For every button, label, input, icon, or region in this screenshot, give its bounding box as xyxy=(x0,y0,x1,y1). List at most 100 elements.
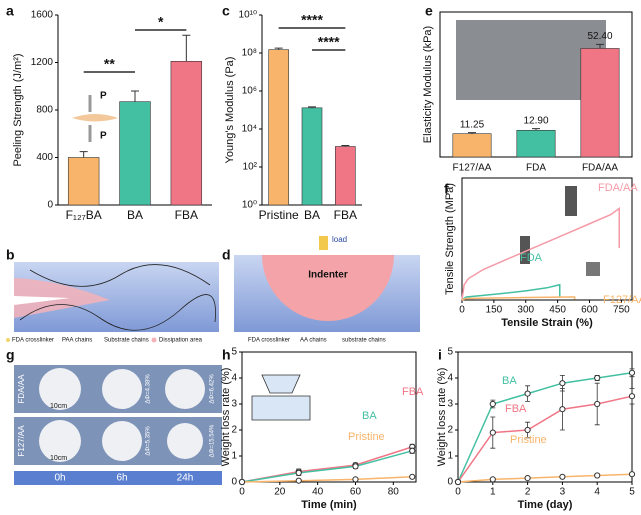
point xyxy=(352,476,359,483)
significance-label: **** xyxy=(301,12,323,28)
x-tick-label: 0 xyxy=(459,305,465,316)
inset-beaker xyxy=(251,374,311,421)
y-tick-label: 2 xyxy=(231,425,237,436)
x-tick-label: F₁₂₇BA xyxy=(66,208,102,222)
point xyxy=(559,473,566,480)
point xyxy=(295,477,302,484)
sample xyxy=(39,420,81,462)
series-line xyxy=(461,296,576,301)
panel-letter: d xyxy=(222,247,231,263)
x-tick-label: 3 xyxy=(560,487,566,498)
y-axis-label: Tensile Strength (MPa) xyxy=(444,183,456,295)
x-tick-label: FDA xyxy=(526,163,546,174)
y-tick-label: 1 xyxy=(447,451,453,462)
x-tick-label: 2 xyxy=(525,487,531,498)
inset-photo xyxy=(586,262,600,276)
change-label: ΔΦ=6.42% xyxy=(210,374,216,404)
point xyxy=(409,473,416,480)
y-tick-label: 10⁰ xyxy=(242,200,257,211)
x-tick-label: FBA xyxy=(175,208,198,222)
time-bar xyxy=(14,471,222,485)
significance-label: * xyxy=(158,14,164,30)
chains xyxy=(19,264,216,331)
point xyxy=(489,476,496,483)
series-line xyxy=(241,450,413,483)
x-tick-label: 5 xyxy=(629,487,635,498)
legend-text: Dissipation area xyxy=(159,338,203,344)
y-tick-label: 10⁶ xyxy=(242,86,257,97)
point xyxy=(628,393,636,400)
error-bar xyxy=(274,47,283,50)
scale-label: 10cm xyxy=(50,403,67,410)
y-tick-label: 10⁴ xyxy=(242,124,257,135)
error-bar xyxy=(341,145,350,147)
y-tick-label: 0 xyxy=(447,477,453,488)
x-axis-label: Time (day) xyxy=(518,499,573,511)
x-tick-label: BA xyxy=(304,208,320,222)
bar xyxy=(119,101,151,206)
point xyxy=(352,463,359,470)
y-tick-label: 4 xyxy=(231,373,237,384)
x-tick-label: 600 xyxy=(581,305,598,316)
y-tick-label: 1600 xyxy=(31,10,54,21)
x-tick-label: Pristine xyxy=(259,208,299,222)
y-tick-label: 10⁸ xyxy=(242,48,257,59)
series-label: Pristine xyxy=(348,431,385,443)
x-tick-label: 750 xyxy=(613,305,630,316)
error-bar xyxy=(596,43,604,49)
y-axis-label: Weight loss rate (%) xyxy=(220,368,232,467)
y-tick-label: 4 xyxy=(447,373,453,384)
sample xyxy=(102,369,142,409)
plot-frame xyxy=(461,177,633,301)
panel-letter: c xyxy=(222,3,230,19)
y-tick-label: 5 xyxy=(447,347,453,358)
x-tick-label: 1 xyxy=(490,487,496,498)
error-bar xyxy=(308,106,316,108)
y-tick-label: 3 xyxy=(231,399,237,410)
y-axis-label: Elasticity Modulus (kPa) xyxy=(422,26,434,143)
legend-text: substrate chains xyxy=(342,338,386,344)
point xyxy=(489,429,496,436)
inset-label: P xyxy=(100,91,107,102)
legend-text: Substrate chains xyxy=(104,338,149,344)
point xyxy=(559,380,566,387)
error-bar xyxy=(182,34,191,62)
load-label: load xyxy=(332,235,347,244)
panel-letter: i xyxy=(438,347,442,363)
series-label: FBA xyxy=(402,386,424,398)
point xyxy=(238,478,246,486)
error-bar xyxy=(131,90,139,102)
point xyxy=(454,478,462,486)
x-axis-label: Tensile Strain (%) xyxy=(501,317,593,329)
time-label: 0h xyxy=(54,473,65,484)
value-label: 12.90 xyxy=(523,115,548,126)
time-label: 6h xyxy=(116,473,127,484)
x-tick-label: BA xyxy=(127,208,143,222)
change-label: ΔΦ=15.54% xyxy=(210,424,216,457)
point xyxy=(628,369,636,376)
sample xyxy=(165,369,205,409)
series-line xyxy=(241,476,413,483)
bar xyxy=(67,157,100,206)
bar xyxy=(580,48,620,158)
legend-text: FDA crosslinker xyxy=(12,338,54,344)
series-label: BA xyxy=(502,375,517,387)
significance-label: **** xyxy=(318,34,340,50)
panel-letter: h xyxy=(222,347,231,363)
series-line xyxy=(457,372,633,483)
panel-letter: g xyxy=(6,347,15,363)
y-tick-label: 1 xyxy=(231,451,237,462)
x-tick-label: FBA xyxy=(334,208,357,222)
inset-peel xyxy=(72,114,118,122)
point xyxy=(628,471,636,478)
bar xyxy=(301,107,323,206)
y-tick-label: 400 xyxy=(36,152,53,163)
change-label: ΔΦ=5.35% xyxy=(146,426,152,456)
x-axis-label: Time (min) xyxy=(301,499,357,511)
legend-marker xyxy=(151,337,157,343)
series-line xyxy=(457,473,633,483)
value-label: 11.25 xyxy=(460,119,485,130)
legend-marker xyxy=(6,338,10,342)
bar xyxy=(335,146,356,206)
y-tick-label: 0 xyxy=(231,477,237,488)
